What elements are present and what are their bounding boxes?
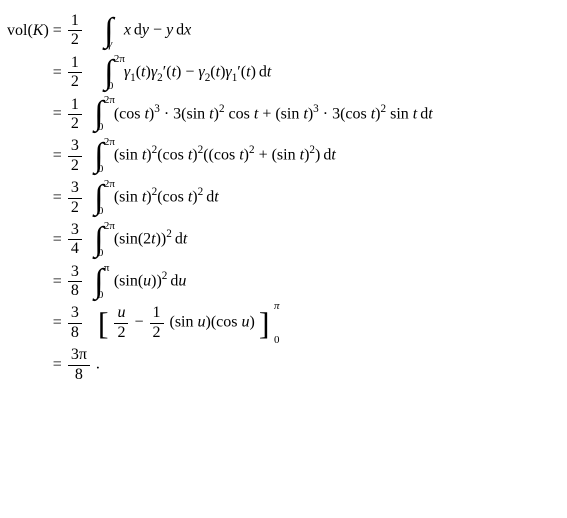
equation-line: = 38 [ u2 − 12 (sin u)(cos u) ] π 0 (5, 302, 435, 344)
equation-line: = 3π8 . (5, 344, 435, 386)
equation-line: = 12 ∫ 2π 0 (cos t)3 · 3(sin t)2 cos t +… (5, 94, 435, 136)
evaluated-bracket: [ u2 − 12 (sin u)(cos u) ] π 0 (98, 304, 270, 342)
equation-line: = 32 ∫ 2π 0 (sin t)2(cos t)2dt (5, 177, 435, 219)
lhs: vol(K) (5, 10, 51, 52)
equation-line: = 34 ∫ 2π 0 (sin(2t))2dt (5, 219, 435, 261)
integral-sign: ∫ γ (100, 14, 118, 48)
aligned-equations: vol(K) = 12 ∫ γ xdy − ydx = 12 ∫ 2π 0 γ1… (5, 10, 435, 386)
equation-line: = 38 ∫ π 0 (sin(u))2du (5, 261, 435, 303)
math-derivation: vol(K) = 12 ∫ γ xdy − ydx = 12 ∫ 2π 0 γ1… (0, 0, 567, 396)
rhs: 12 ∫ γ xdy − ydx (64, 10, 435, 52)
equals: = (51, 10, 64, 52)
equation-line: = 32 ∫ 2π 0 (sin t)2(cos t)2((cos t)2 + … (5, 135, 435, 177)
equation-line: vol(K) = 12 ∫ γ xdy − ydx (5, 10, 435, 52)
equation-line: = 12 ∫ 2π 0 γ1(t)γ2′(t) − γ2(t)γ1′(t)dt (5, 52, 435, 94)
